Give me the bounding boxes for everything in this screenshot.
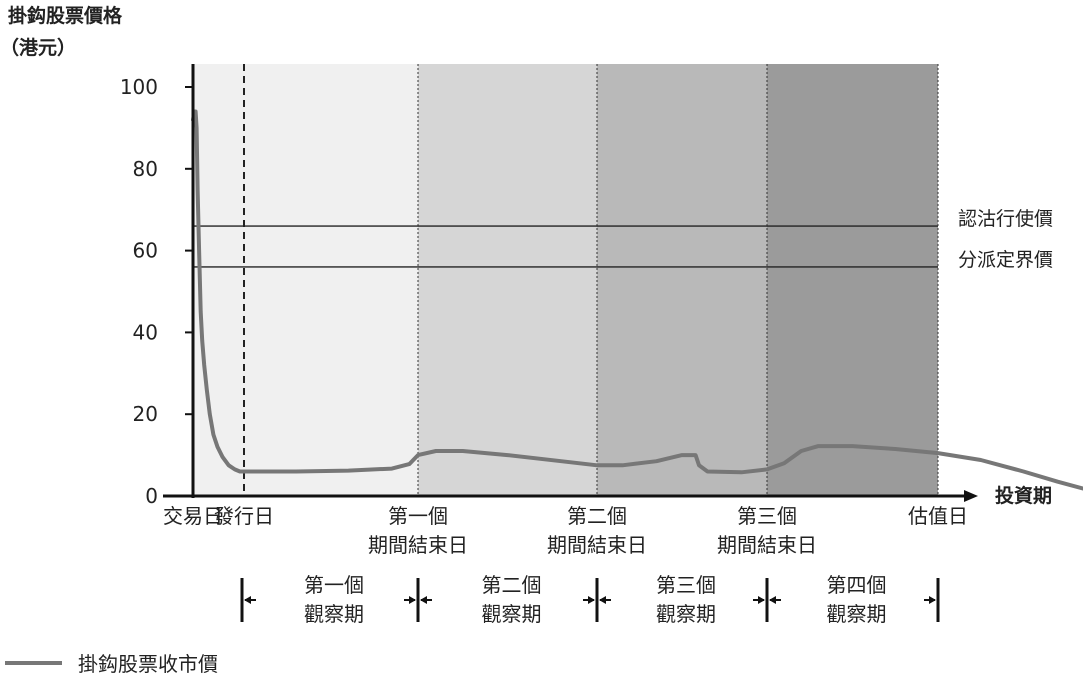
observation-period-label-2: 第二個 (482, 573, 542, 597)
observation-arrowhead-in-4 (929, 596, 936, 604)
shaded-periods (193, 64, 938, 496)
y-tick-label-80: 80 (133, 157, 158, 181)
observation-arrowhead-out-2 (420, 596, 427, 604)
legend: 掛鈎股票收市價 (5, 652, 218, 676)
observation-period-label-1: 第一個 (304, 573, 364, 597)
observation-arrowhead-out-1 (244, 596, 251, 604)
period-boundary-lines (243, 64, 939, 496)
shaded-period-3 (597, 64, 767, 496)
x-tick-label-3: 第一個 (388, 504, 448, 528)
y-tick-label-20: 20 (133, 402, 158, 426)
legend-label: 掛鈎股票收市價 (78, 652, 218, 676)
observation-arrowhead-in-3 (758, 596, 765, 604)
y-axis-label-line1: 掛鈎股票價格 (8, 4, 123, 27)
x-tick-label-4-line2: 期間結束日 (547, 533, 647, 557)
reference-line-label-1: 認沽行使價 (958, 208, 1053, 230)
y-tick-labels: 0 20 40 60 80 100 (120, 75, 193, 508)
x-tick-label-1: 交易日 (163, 504, 223, 528)
axes (163, 64, 978, 502)
observation-arrowhead-in-2 (588, 596, 595, 604)
x-axis-label: 投資期 (995, 484, 1052, 507)
observation-period-label-3-line2: 觀察期 (656, 602, 716, 626)
series-line-stock-close (191, 109, 1083, 491)
y-tick-label-0: 0 (145, 484, 158, 508)
observation-arrowhead-out-3 (599, 596, 606, 604)
observation-period-label-1-line2: 觀察期 (304, 602, 364, 626)
observation-period-label-4-line2: 觀察期 (827, 602, 887, 626)
reference-line-label-2: 分派定界價 (958, 249, 1053, 271)
y-tick-label-40: 40 (133, 320, 158, 344)
shaded-period-1 (193, 64, 418, 496)
x-tick-label-3-line2: 期間結束日 (368, 533, 468, 557)
y-tick-label-100: 100 (120, 75, 158, 99)
y-axis-label-line2: （港元） (0, 36, 76, 59)
observation-arrowhead-in-1 (409, 596, 416, 604)
observation-period-label-4: 第四個 (827, 573, 887, 597)
x-tick-label-4: 第二個 (567, 504, 627, 528)
x-tick-label-5-line2: 期間結束日 (717, 533, 817, 557)
x-tick-label-2: 發行日 (214, 504, 274, 528)
y-tick-label-60: 60 (133, 239, 158, 263)
x-tick-label-6: 估值日 (908, 504, 968, 528)
x-tick-label-5: 第三個 (737, 504, 797, 528)
x-axis-arrow (964, 490, 978, 502)
observation-period-label-2-line2: 觀察期 (482, 602, 542, 626)
observation-arrowhead-out-4 (769, 596, 776, 604)
shaded-period-2 (418, 64, 597, 496)
observation-period-label-3: 第三個 (656, 573, 716, 597)
shaded-period-4 (767, 64, 938, 496)
